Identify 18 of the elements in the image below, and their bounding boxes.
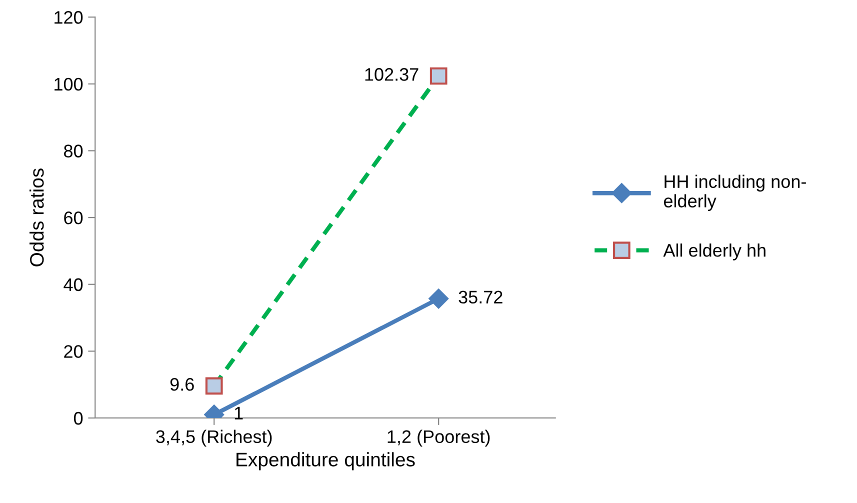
- y-tick-label: 100: [54, 78, 83, 91]
- y-tick-label: 80: [64, 144, 83, 158]
- data-label: 35.72: [458, 290, 502, 304]
- point: [428, 288, 448, 309]
- y-tick-label: 20: [64, 345, 83, 358]
- x-axis-title: Expenditure quintiles: [236, 452, 415, 470]
- data-label: 1: [234, 406, 243, 420]
- y-tick-label: 40: [64, 278, 83, 292]
- y-tick-label: 120: [54, 11, 83, 24]
- x-tick-label: 1,2 (Poorest): [388, 430, 490, 447]
- data-label: 9.6: [170, 378, 194, 391]
- legend-label: All elderly hh: [663, 244, 766, 260]
- data-label: 102.37: [365, 68, 418, 81]
- x-tick-label: 3,4,5 (Richest): [156, 430, 272, 447]
- y-axis-title: Odds ratios: [30, 168, 44, 266]
- legend-label: HH including non-elderly: [664, 174, 806, 212]
- y-tick-label: 0: [74, 412, 83, 425]
- y-tick-label: 60: [64, 211, 83, 224]
